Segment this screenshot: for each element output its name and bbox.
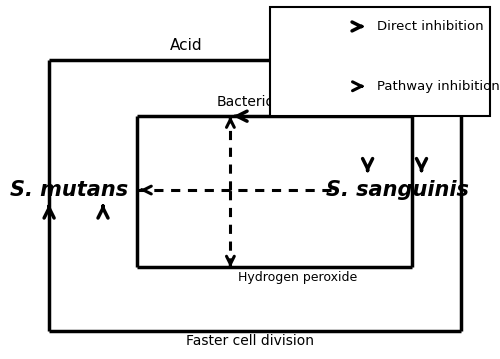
Text: Faster cell division: Faster cell division <box>186 334 314 348</box>
Text: Bacteriocins: Bacteriocins <box>217 95 302 109</box>
FancyBboxPatch shape <box>270 7 490 116</box>
Text: Acid: Acid <box>170 38 202 53</box>
Text: S. sanguinis: S. sanguinis <box>326 180 468 200</box>
Text: S. mutans: S. mutans <box>10 180 128 200</box>
Text: Direct inhibition: Direct inhibition <box>378 20 484 33</box>
Text: Hydrogen peroxide: Hydrogen peroxide <box>238 271 357 284</box>
Text: Pathway inhibition: Pathway inhibition <box>378 80 500 93</box>
